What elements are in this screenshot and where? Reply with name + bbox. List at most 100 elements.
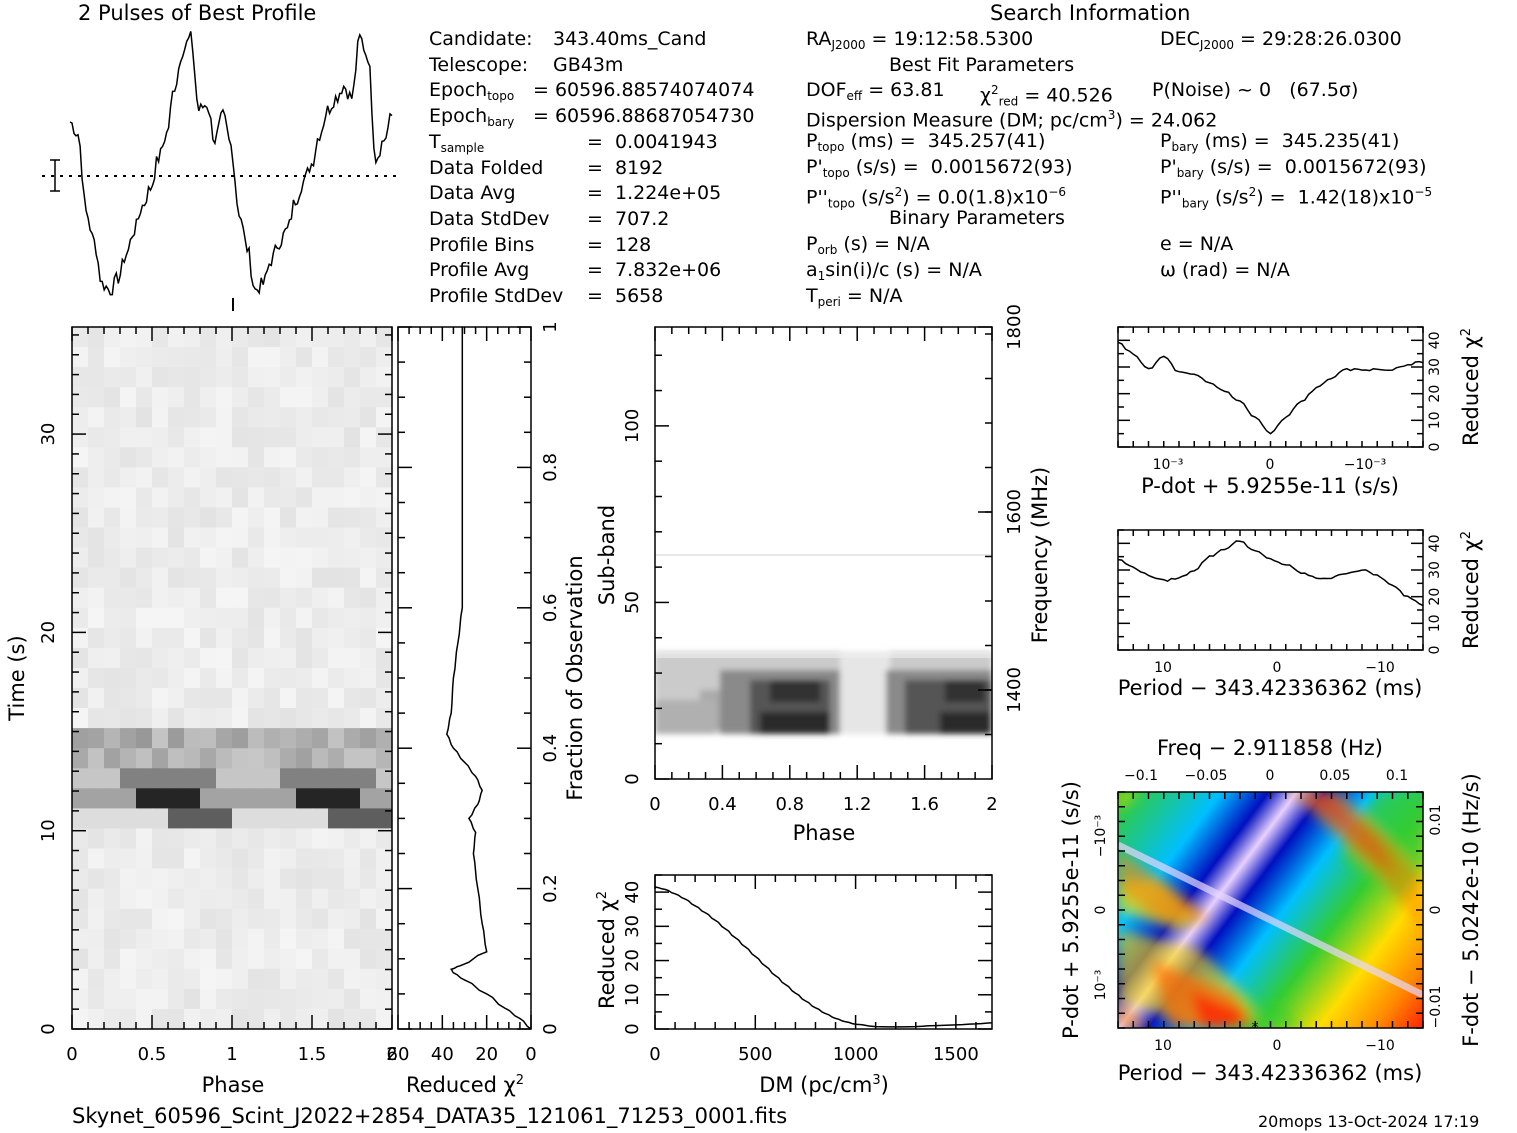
ptopo-row: Ptopo (ms) = 345.257(41) [806,130,1046,154]
frac-ytick-label: 0.8 [540,453,561,482]
dm-xtick-label: 0 [649,1044,660,1065]
pddtopo-row: P''topo (s/s2) = 0.0(1.8)x10−6 [806,185,1067,211]
pd-ytick-label: 10⁻³ [1093,970,1109,1001]
chi2-pdot-line [1117,341,1424,435]
omega-row: ω (rad) = N/A [1160,259,1290,281]
info-key-4: Tsample [429,130,485,155]
info-value-2: = 60596.88574074074 [533,79,755,102]
a1-row: a1sin(i)/c (s) = N/A [806,259,982,283]
sb-y2tick-label: 1400 [1004,667,1025,713]
tp-ytick-label: 10 [38,819,59,842]
tp-xtick-label: 0 [66,1044,77,1065]
chi2-pdot-plot: 10⁻³ 0 −10⁻³ 0 10 20 30 40 P-dot + 5.9255e-11 (… [1117,326,1483,498]
sb-xtick-label: 1.2 [843,794,872,815]
dm-ytick-label: 0 [622,1023,643,1034]
subband-axis-label: Sub-band [595,505,619,605]
tp-xtick-label: 1 [226,1044,237,1065]
profile-title: 2 Pulses of Best Profile [78,1,317,25]
info-key-0: Candidate: [429,28,533,50]
pd-y2tick-label: −0.01 [1428,986,1444,1029]
info-value-5: = 8192 [587,156,664,179]
info-key-8: Profile Bins [429,233,535,256]
pd-xtick-label: 10 [1154,1038,1172,1054]
pd-ytick-label: 0 [1093,906,1109,915]
pd-x2tick-label: −0.05 [1185,768,1228,784]
tp-xtick-label: 1.5 [298,1044,327,1065]
pd-ytick-label: −10⁻³ [1093,815,1109,858]
fdot-axis-label: F-dot − 5.0242e-10 (Hz/s) [1459,773,1483,1047]
small-ytick-label: 40 [1427,331,1443,349]
pddbary-row: P''bary (s/s2) = 1.42(18)x10−5 [1160,185,1433,211]
reduced-chi2-label-dm: Reduced χ2 [595,891,619,1009]
subband-phase-plot: 0 0.4 0.8 1.2 1.6 2 0 50 100 1400 1600 1800 Sub-ban… [595,304,1052,845]
frac-xtick-label: 40 [431,1044,454,1065]
dm-ytick-label: 20 [622,949,643,972]
small-ytick-label: 10 [1427,614,1443,632]
sb-xtick-label: 0.8 [775,794,804,815]
pdot-axis-label: P-dot + 5.9255e-11 (s/s) [1141,474,1399,498]
dm-xtick-label: 1500 [933,1044,979,1065]
time-axis-label: Time (s) [5,635,29,721]
sb-ytick-label: 50 [622,591,643,614]
pdot-axis-label-2: P-dot + 5.9255e-11 (s/s) [1059,781,1083,1039]
sb-ytick-label: 100 [622,409,643,443]
small-xtick-label: 10⁻³ [1153,457,1184,473]
small-ytick-label: 40 [1427,534,1443,552]
pd-xtick-label: 0 [1273,1038,1282,1054]
small-ytick-label: 0 [1427,443,1443,452]
pd-y2tick-label: 0 [1428,906,1444,915]
profile-plot [42,31,398,311]
info-value-4: = 0.0041943 [587,130,718,153]
best-fit-title: Best Fit Parameters [889,54,1075,76]
small-ytick-label: 20 [1427,588,1443,606]
sb-y2tick-label: 1800 [1004,304,1025,350]
binary-title: Binary Parameters [889,207,1065,229]
sb-xtick-label: 0.4 [708,794,737,815]
sb-y2tick-label: 1600 [1004,489,1025,535]
sb-xtick-label: 2 [986,794,997,815]
small-ytick-label: 0 [1427,646,1443,655]
info-value-3: = 60596.88687054730 [533,105,755,128]
chi2-dm-plot: 0 500 1000 1500 0 10 20 30 40 DM (pc/cm3) Reduce… [595,874,993,1097]
chi2-fraction-plot: 60 40 20 00 0.2 0.4 0.6 0.8 1 Reduced χ2 Fractio… [387,321,587,1097]
chi2-period-plot: 10 0 −10 0 10 20 30 40 Period − 343.42336362 (m… [1117,529,1483,700]
info-key-10: Profile StdDev [429,285,564,307]
small-ytick-label: 30 [1427,358,1443,376]
chi2-row: χ2red = 40.526 [980,83,1113,109]
info-key-1: Telescope: [429,53,529,76]
reduced-chi2-label-period: Reduced χ2 [1459,531,1483,649]
tp-ytick-label: 0 [38,1023,59,1034]
tp-ytick-label: 20 [38,621,59,644]
frac-ytick-label: 0 [540,1023,561,1034]
sb-ytick-label: 0 [622,773,643,784]
dm-ytick-label: 10 [622,983,643,1006]
info-value-0: 343.40ms_Cand [553,28,707,50]
dm-ytick-label: 30 [622,915,643,938]
dm-xtick-label: 1000 [833,1044,879,1065]
frequency-axis-label: Frequency (MHz) [1028,467,1052,643]
info-value-1: GB43m [553,53,624,76]
info-value-6: = 1.224e+05 [587,182,722,205]
footer-stamp: 20mops 13-Oct-2024 17:19 [1258,1112,1480,1131]
tp-xtick-label: 2 [386,1044,397,1065]
small-xtick-label: −10⁻³ [1344,457,1387,473]
info-value-7: = 707.2 [587,207,670,230]
frac-ytick-label: 1 [540,321,561,332]
pd-x2tick-label: 0.05 [1319,768,1350,784]
dof-row: DOFeff = 63.81 [806,79,945,103]
dm-xtick-label: 500 [738,1044,772,1065]
pd-x2tick-label: 0.1 [1386,768,1408,784]
freq-axis-label: Freq − 2.911858 (Hz) [1157,736,1383,760]
dm-ytick-label: 40 [622,881,643,904]
small-xtick-label: 0 [1266,457,1275,473]
period-axis-label-2: Period − 343.42336362 (ms) [1118,1061,1423,1085]
frac-ytick-label: 0.2 [540,874,561,903]
info-key-3: Epochbary [429,105,515,130]
fraction-axis-label: Fraction of Observation [563,555,587,800]
info-value-8: = 128 [587,233,652,256]
phase-axis-label-2: Phase [793,821,856,845]
reduced-chi2-label-1: Reduced χ2 [406,1073,524,1097]
pbary-row: Pbary (ms) = 345.235(41) [1160,130,1400,154]
footer-filename: Skynet_60596_Scint_J2022+2854_DATA35_121… [72,1104,788,1128]
